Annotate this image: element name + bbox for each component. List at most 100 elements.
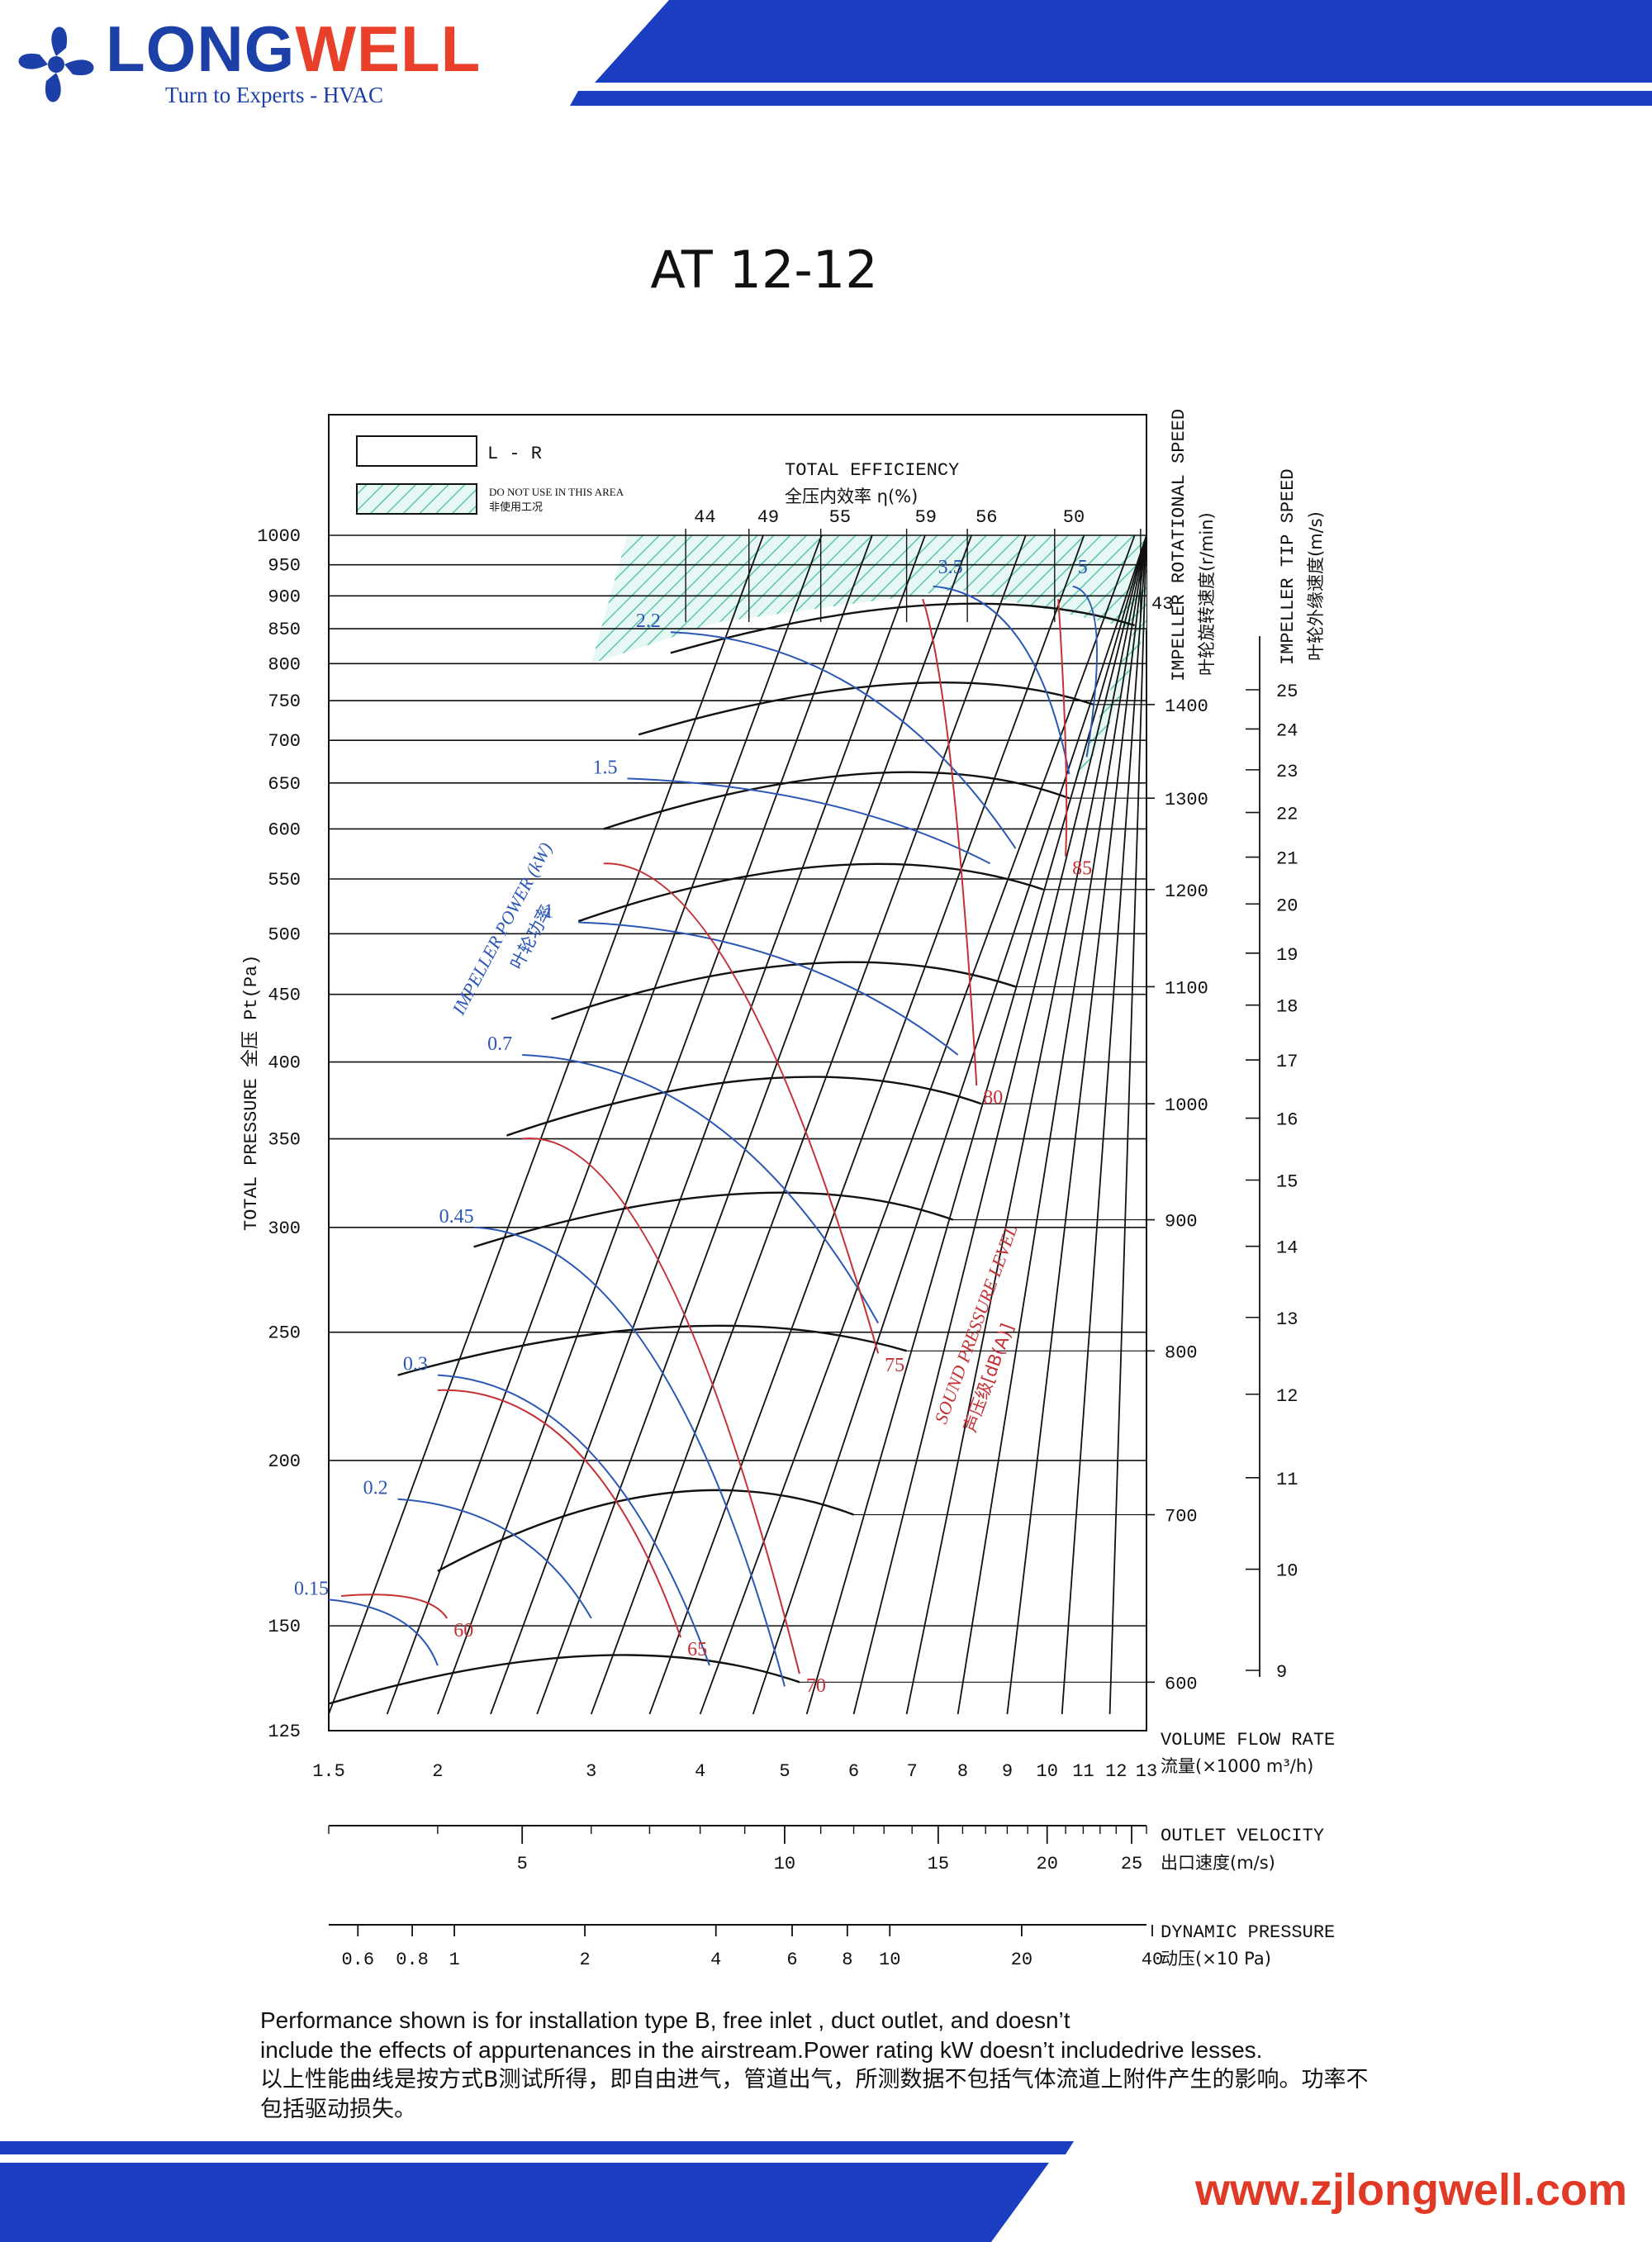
speed-tick-label: 1400: [1165, 696, 1208, 717]
x-tick-label: 12: [1105, 1761, 1127, 1782]
sound-value-label: 60: [453, 1620, 473, 1641]
x-tick-label: 5: [779, 1761, 790, 1782]
y-tick-label: 950: [268, 556, 301, 577]
header-band: [570, 0, 1652, 106]
power-value-label: 0.7: [487, 1033, 512, 1055]
dynamic-tick-label: 8: [842, 1950, 852, 1970]
tip-speed-tick-label: 13: [1276, 1309, 1298, 1330]
velocity-tick-label: 15: [928, 1854, 949, 1874]
sound-line: [437, 1389, 682, 1638]
y-tick-label: 150: [268, 1617, 301, 1637]
tip-speed-tick-label: 22: [1276, 805, 1298, 825]
velocity-tick-label: 25: [1121, 1854, 1142, 1874]
efficiency-value-label: 56: [976, 507, 997, 528]
power-line: [1072, 585, 1099, 758]
legend-hatch-label-cn: 非使用工况: [489, 501, 543, 514]
legend-hatch-swatch: [356, 483, 477, 515]
speed-curve: [551, 961, 1016, 1020]
y-tick-label: 350: [268, 1130, 301, 1151]
sound-value-label: 70: [806, 1675, 826, 1697]
speed-curve: [638, 682, 1094, 736]
tip-speed-tick-label: 9: [1276, 1662, 1287, 1683]
power-line: [328, 1598, 439, 1666]
efficiency-value-label: 55: [829, 507, 851, 528]
speed-curve: [670, 602, 1136, 654]
velocity-axis-label-en: OUTLET VELOCITY: [1161, 1826, 1324, 1846]
efficiency-value-label: 59: [915, 507, 937, 528]
dynamic-tick-label: 10: [879, 1950, 900, 1970]
sound-value-label: 75: [885, 1355, 904, 1376]
tip-speed-tick-label: 24: [1276, 720, 1298, 741]
speed-tick-label: 600: [1165, 1674, 1198, 1694]
power-line: [933, 585, 1070, 775]
y-axis-label: TOTAL PRESSURE 全压 Pt(Pa): [240, 955, 262, 1231]
efficiency-label-en: TOTAL EFFICIENCY: [785, 460, 959, 481]
flow-slant-line: [699, 534, 1136, 1715]
speed-axis-label-en: IMPELLER ROTATIONAL SPEED: [1169, 409, 1189, 682]
x-tick-label: 10: [1037, 1761, 1058, 1782]
speed-curve: [506, 1076, 982, 1137]
y-tick-label: 750: [268, 691, 301, 712]
power-value-label: 0.3: [403, 1354, 428, 1375]
speed-curve: [577, 862, 1044, 923]
speed-axis-label-cn: 叶轮旋转速度(r/min): [1197, 512, 1217, 676]
x-axis-label-en: VOLUME FLOW RATE: [1161, 1730, 1335, 1750]
speed-tick-label: 800: [1165, 1342, 1198, 1363]
tip-speed-tick-label: 18: [1276, 997, 1298, 1018]
brand-tagline: Turn to Experts - HVAC: [165, 83, 384, 107]
tip-speed-tick-label: 19: [1276, 945, 1298, 966]
flow-slant-line: [805, 534, 1147, 1715]
y-tick-label: 650: [268, 774, 301, 795]
y-tick-label: 900: [268, 587, 301, 607]
dynamic-tick-label: 4: [710, 1950, 721, 1970]
dynamic-tick-label: 0.6: [341, 1950, 374, 1970]
tip-speed-tick-label: 23: [1276, 762, 1298, 782]
website-link[interactable]: www.zjlongwell.com: [1194, 2165, 1627, 2215]
dynamic-axis-label-cn: 动压(×10 Pa): [1161, 1949, 1271, 1969]
speed-curve: [437, 1489, 854, 1572]
flow-slant-line: [386, 534, 823, 1715]
brand-logo-text: LONGWELL: [106, 12, 481, 87]
power-value-label: 0.45: [439, 1206, 474, 1228]
note-en-line1: Performance shown is for installation ty…: [260, 2007, 1070, 2033]
speed-tick-label: 900: [1165, 1212, 1198, 1233]
legend-hatch-label-en: DO NOT USE IN THIS AREA: [489, 486, 624, 498]
dynamic-tick-label: 20: [1011, 1950, 1032, 1970]
sound-line: [922, 598, 978, 1086]
y-tick-label: 600: [268, 819, 301, 840]
velocity-tick-label: 10: [774, 1854, 795, 1874]
fan-performance-chart: 44 49 55 59 56 50430.150.20.30.450.711.52.23.…: [240, 409, 1335, 1970]
speed-curve: [397, 1324, 907, 1376]
speed-tick-label: 1200: [1165, 881, 1208, 902]
efficiency-value-label: 49: [757, 507, 779, 528]
power-line: [522, 1053, 879, 1324]
speed-curve: [603, 771, 1070, 830]
y-tick-label: 300: [268, 1218, 301, 1239]
power-value-label: 3.5: [938, 557, 963, 578]
efficiency-value-label: 44: [694, 507, 715, 528]
tip-axis-label-cn: 叶轮外缘速度(m/s): [1306, 511, 1326, 661]
x-tick-label: 7: [907, 1761, 918, 1782]
x-axis-label-cn: 流量(×1000 m³/h): [1161, 1756, 1313, 1776]
flow-slant-line: [590, 534, 1027, 1715]
tip-speed-tick-label: 12: [1276, 1386, 1298, 1407]
flow-slant-line: [905, 534, 1147, 1715]
sound-line: [340, 1594, 449, 1619]
y-tick-label: 125: [268, 1722, 301, 1742]
dynamic-tick-label: 6: [786, 1950, 797, 1970]
velocity-tick-label: 20: [1037, 1854, 1058, 1874]
power-value-label: 2.2: [636, 610, 661, 632]
tip-speed-tick-label: 25: [1276, 682, 1298, 702]
note-cn-line2: 包括驱动损失。: [260, 2097, 416, 2122]
velocity-tick-label: 5: [517, 1854, 528, 1874]
flow-slant-line: [1108, 534, 1147, 1715]
y-tick-label: 200: [268, 1451, 301, 1472]
power-line: [473, 1226, 786, 1687]
power-value-label: 1.5: [592, 757, 617, 778]
efficiency-label-cn: 全压内效率 η(%): [785, 487, 918, 506]
tip-speed-tick-label: 15: [1276, 1172, 1298, 1193]
power-value-label: 0.15: [294, 1578, 329, 1599]
brand-name-part2: WELL: [295, 12, 482, 85]
sound-value-label: 65: [687, 1639, 707, 1660]
note-cn-line1: 以上性能曲线是按方式B测试所得，即自由进气，管道出气，所测数据不包括气体流道上附…: [260, 2067, 1369, 2092]
